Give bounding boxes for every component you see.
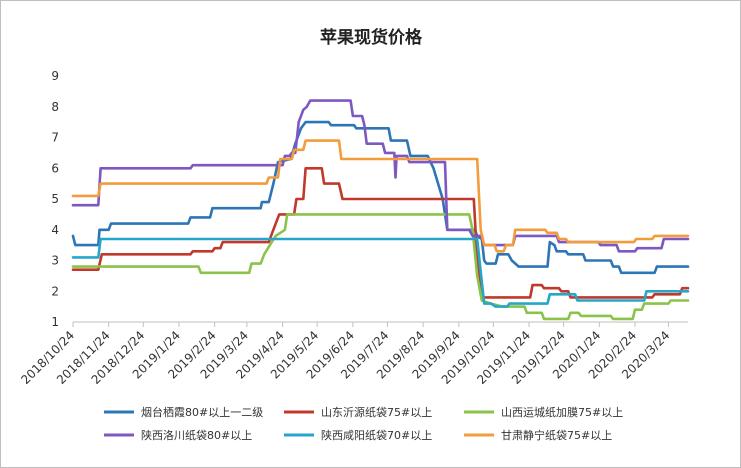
y-tick-label: 2 [51, 284, 59, 298]
plot-area [71, 99, 690, 321]
series-line-4 [71, 99, 690, 253]
series-line-2 [71, 167, 690, 299]
legend-label: 陕西咸阳纸袋70#以上 [321, 428, 432, 442]
series-line-5 [71, 237, 690, 308]
y-tick-label: 3 [51, 254, 59, 268]
series-line-6 [71, 139, 690, 253]
y-tick-label: 5 [51, 192, 59, 206]
legend-label: 陕西洛川纸袋80#以上 [141, 428, 252, 442]
legend-label: 甘肃静宁纸袋75#以上 [501, 428, 612, 442]
y-tick-label: 8 [51, 100, 59, 114]
legend-label: 烟台栖霞80#以上一二级 [141, 405, 263, 419]
y-tick-label: 7 [51, 131, 59, 145]
chart-title: 苹果现货价格 [320, 27, 423, 48]
legend-label: 山东沂源纸袋75#以上 [321, 405, 432, 419]
y-tick-label: 9 [51, 69, 59, 83]
series-line-3 [71, 213, 690, 321]
y-axis: 1 2 3 4 5 6 7 8 9 [51, 69, 59, 329]
y-tick-label: 1 [51, 315, 59, 329]
x-axis: 2018/10/242018/11/242018/12/242019/1/242… [18, 321, 688, 387]
legend: 烟台栖霞80#以上一二级 山东沂源纸袋75#以上 山西运城纸加膜75#以上陕西洛川纸… [104, 405, 623, 442]
y-tick-label: 4 [51, 223, 59, 237]
legend-label: 山西运城纸加膜75#以上 [501, 406, 623, 419]
y-tick-label: 6 [51, 161, 59, 175]
